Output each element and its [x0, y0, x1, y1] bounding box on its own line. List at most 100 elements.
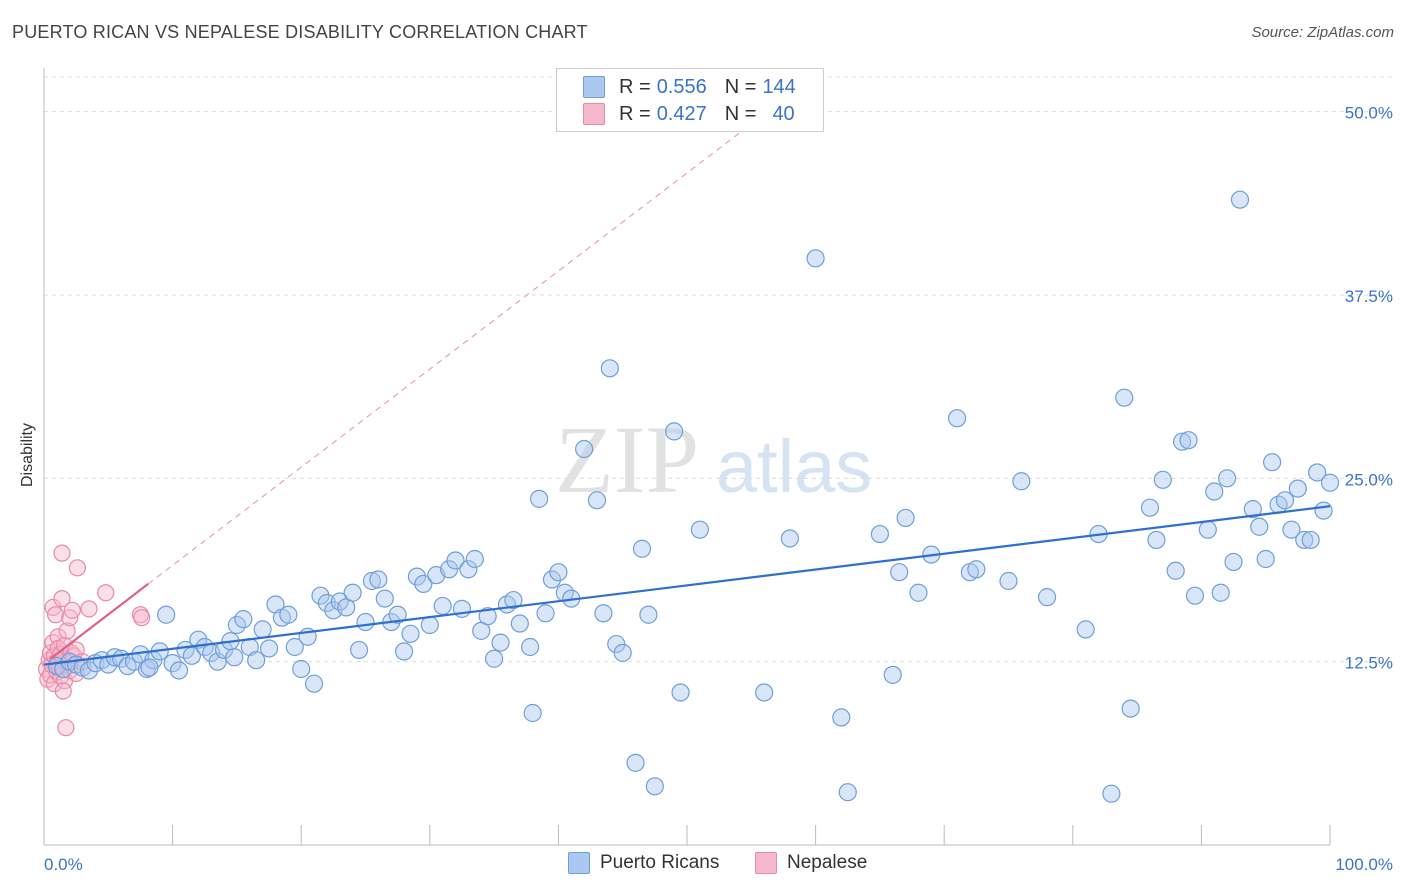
- puerto-rican-point: [1140, 498, 1160, 517]
- bottom-legend-puerto-ricans: Puerto Ricans: [568, 852, 719, 874]
- puerto-rican-point: [446, 551, 465, 570]
- legend-n-value: 144: [762, 75, 796, 98]
- puerto-rican-point: [575, 439, 594, 459]
- puerto-rican-point: [626, 753, 645, 772]
- puerto-rican-point: [1198, 520, 1217, 539]
- y-tick-label: 37.5%: [1345, 287, 1393, 306]
- puerto-rican-point: [1308, 463, 1327, 482]
- nepalese-point: [53, 589, 71, 608]
- puerto-rican-point: [523, 703, 542, 723]
- bottom-legend-label: Nepalese: [787, 852, 868, 873]
- puerto-rican-point: [1166, 561, 1185, 580]
- puerto-rican-point: [407, 567, 427, 586]
- axes: [43, 68, 1331, 846]
- puerto-rican-point: [1243, 500, 1262, 519]
- puerto-rican-point: [225, 648, 244, 667]
- puerto-rican-point: [292, 659, 311, 679]
- puerto-rican-point: [1179, 431, 1198, 450]
- legend-n-label: N =: [724, 102, 757, 125]
- legend-swatch-blue: [583, 76, 605, 98]
- puerto-rican-point: [665, 422, 684, 441]
- puerto-rican-point: [1282, 520, 1301, 539]
- puerto-rican-point: [510, 614, 529, 633]
- nepalese-point: [54, 682, 72, 700]
- puerto-rican-point: [247, 651, 266, 670]
- puerto-rican-point: [208, 652, 227, 671]
- puerto-rican-point: [1121, 699, 1140, 718]
- puerto-rican-point: [311, 586, 330, 605]
- puerto-rican-point: [478, 607, 497, 626]
- puerto-rican-point: [755, 683, 774, 702]
- puerto-rican-point: [1250, 517, 1269, 536]
- nepalese-point: [58, 622, 76, 640]
- nepalese-point: [57, 719, 75, 737]
- puerto-rican-point: [1115, 388, 1134, 407]
- puerto-rican-point: [1301, 530, 1320, 550]
- nepalese-points: [37, 544, 151, 737]
- puerto-rican-point: [947, 409, 967, 428]
- x-tick-label: 0.0%: [44, 855, 83, 874]
- y-tick-label: 25.0%: [1345, 470, 1393, 489]
- legend-row-nepalese: R = 0.427 N = 40: [557, 101, 795, 127]
- puerto-rican-trend-line: [43, 505, 1331, 666]
- nepalese-point: [49, 628, 67, 646]
- puerto-rican-point: [459, 560, 478, 579]
- puerto-rican-point: [632, 539, 652, 558]
- y-tick-label: 50.0%: [1345, 104, 1393, 123]
- puerto-rican-point: [1185, 586, 1205, 605]
- legend-row-puerto-ricans: R = 0.556 N = 144: [557, 74, 796, 100]
- puerto-rican-point: [259, 639, 279, 658]
- puerto-rican-point: [1205, 482, 1224, 501]
- puerto-rican-point: [414, 574, 433, 594]
- puerto-rican-point: [883, 665, 902, 684]
- puerto-rican-point: [536, 604, 555, 623]
- puerto-rican-point: [780, 529, 799, 548]
- bottom-legend-nepalese: Nepalese: [755, 852, 867, 874]
- puerto-rican-point: [1230, 190, 1250, 209]
- legend-n-label: N =: [724, 75, 757, 98]
- puerto-rican-point: [279, 605, 298, 624]
- puerto-rican-point: [1263, 453, 1282, 472]
- puerto-rican-point: [1288, 479, 1307, 498]
- puerto-rican-point: [542, 570, 562, 589]
- chart-title: PUERTO RICAN VS NEPALESE DISABILITY CORR…: [12, 22, 588, 42]
- puerto-rican-point: [401, 624, 420, 643]
- nepalese-point: [46, 606, 65, 624]
- puerto-rican-point: [356, 612, 375, 632]
- puerto-rican-point: [189, 630, 208, 649]
- puerto-rican-point: [343, 583, 362, 602]
- puerto-rican-point: [253, 620, 272, 639]
- puerto-rican-point: [169, 661, 189, 680]
- puerto-rican-point: [234, 610, 253, 629]
- puerto-rican-point: [1037, 588, 1057, 607]
- nepalese-trend-line: [49, 583, 149, 660]
- puerto-rican-point: [1320, 473, 1340, 492]
- puerto-rican-point: [1153, 470, 1172, 489]
- watermark: ZIP atlas: [555, 406, 872, 513]
- nepalese-point: [97, 584, 115, 602]
- puerto-rican-point: [1012, 472, 1031, 491]
- puerto-rican-point: [1173, 432, 1192, 451]
- bottom-legend-label: Puerto Ricans: [600, 852, 720, 873]
- puerto-rican-point: [890, 563, 909, 582]
- puerto-rican-point: [671, 683, 690, 702]
- legend-n-value: 40: [772, 102, 795, 125]
- puerto-rican-point: [157, 605, 176, 624]
- puerto-rican-point: [1314, 501, 1333, 520]
- puerto-rican-point: [870, 524, 890, 544]
- puerto-rican-point: [1211, 583, 1230, 602]
- puerto-rican-point: [285, 637, 304, 657]
- legend-r-label: R =: [619, 75, 651, 98]
- grid-lines: [44, 76, 1392, 663]
- bottom-legend-swatch-pink: [755, 852, 777, 874]
- puerto-rican-point: [304, 674, 324, 693]
- puerto-rican-point: [1218, 469, 1237, 488]
- correlation-legend: R = 0.556 N = 144 R = 0.427 N = 40: [556, 68, 824, 132]
- puerto-rican-point: [896, 508, 915, 528]
- trend-lines: [43, 505, 1331, 666]
- puerto-rican-point: [140, 658, 159, 677]
- puerto-rican-point: [504, 590, 523, 610]
- nepalese-point: [133, 609, 151, 627]
- tick-labels: 12.5% 25.0% 37.5% 50.0% 0.0% 100.0%: [44, 104, 1393, 874]
- legend-r-value: 0.427: [656, 102, 707, 125]
